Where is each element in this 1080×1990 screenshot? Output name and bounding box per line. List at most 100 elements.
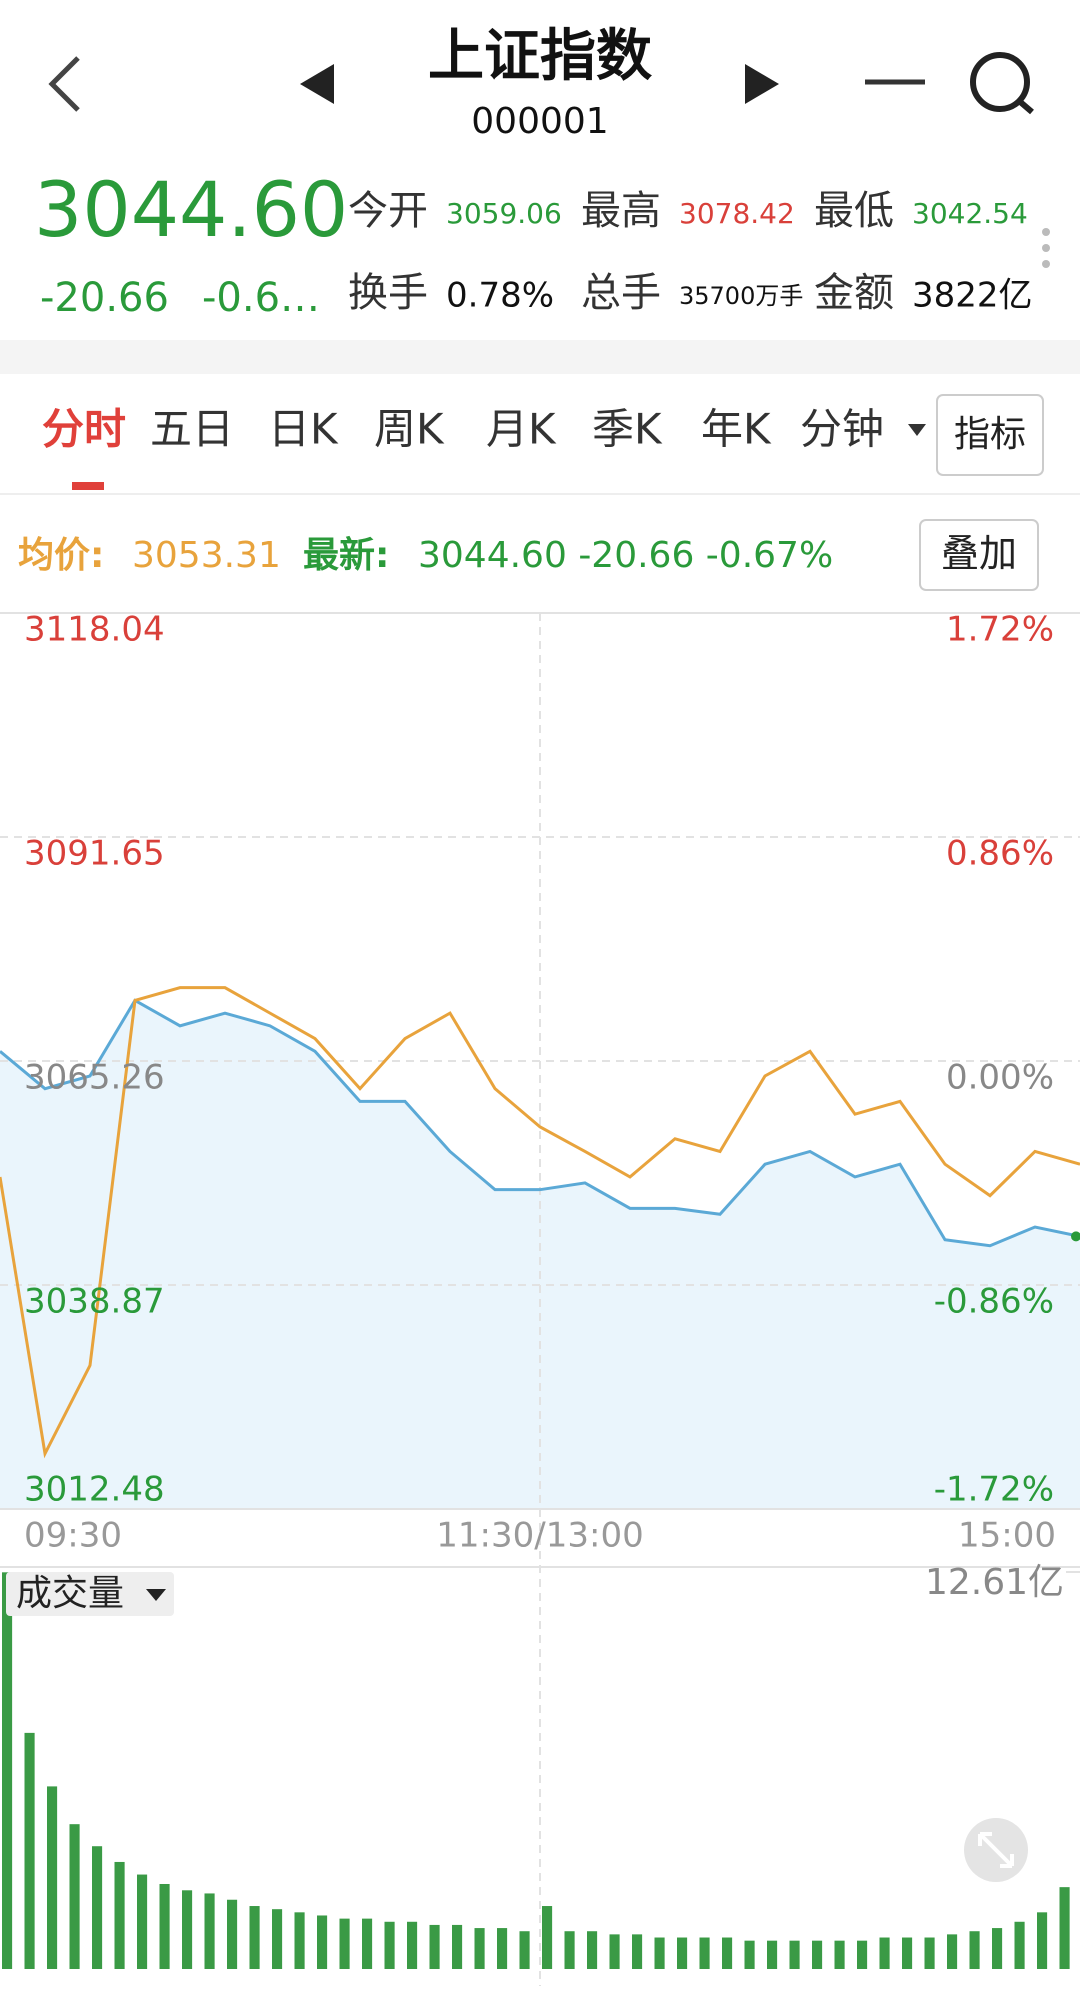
stat-value: 3078.42	[679, 197, 795, 230]
tab[interactable]: 分时	[42, 405, 126, 454]
volume-bar	[114, 1861, 125, 1969]
volume-bar	[857, 1940, 868, 1969]
y-tick-label: 3118.04	[24, 610, 165, 650]
price-line	[0, 998, 1080, 1248]
tab[interactable]: 周K	[374, 405, 445, 454]
stock-title: 上证指数	[428, 24, 652, 89]
stat-label: 最高	[581, 188, 661, 234]
y-tick-label: 3065.26	[24, 1058, 165, 1098]
stat-label: 换手	[348, 270, 428, 316]
tab[interactable]: 月K	[486, 405, 557, 454]
volume-bar	[24, 1732, 35, 1969]
stat-value: 3059.06	[446, 197, 562, 230]
change-pct: -0.6…	[202, 275, 320, 321]
volume-bar	[1059, 1887, 1070, 1969]
overlay-button-label: 叠加	[941, 532, 1017, 576]
y-tick-label: 3091.65	[24, 834, 165, 874]
overlay-button[interactable]	[919, 519, 1039, 591]
volume-chart: 12.61亿	[2, 1562, 1080, 1969]
price-area	[0, 1000, 1080, 1509]
volume-bar	[272, 1909, 283, 1969]
last-point	[1071, 1231, 1080, 1242]
y2-tick-label: 1.72%	[946, 610, 1054, 650]
volume-bar	[902, 1937, 913, 1969]
x-tick-label: 15:00	[958, 1516, 1056, 1556]
dropdown-icon	[146, 1589, 166, 1601]
next-icon[interactable]	[745, 64, 779, 104]
volume-title: 成交量	[16, 1573, 124, 1614]
volume-bar	[384, 1921, 395, 1969]
avg-line	[0, 986, 1080, 1459]
x-tick-label: 09:30	[24, 1516, 122, 1556]
volume-bar	[137, 1874, 148, 1969]
volume-selector[interactable]	[6, 1572, 174, 1616]
volume-bar	[249, 1906, 260, 1969]
avg-value: 3053.31	[132, 535, 281, 576]
search-icon[interactable]	[970, 52, 1030, 112]
indicator-button-label: 指标	[954, 414, 1026, 455]
volume-bar	[744, 1940, 755, 1969]
volume-bar	[362, 1918, 373, 1969]
volume-bar	[609, 1934, 620, 1969]
tab[interactable]: 季K	[592, 405, 663, 454]
tab[interactable]: 分钟	[800, 405, 884, 454]
tab-dropdown	[908, 424, 926, 436]
volume-bar	[879, 1937, 890, 1969]
tabs: 分时 五日 日K 周K 月K 季K 年K 分钟	[42, 405, 926, 454]
y-tick-label: 3038.87	[24, 1282, 165, 1322]
stat-value: 35700万手	[679, 282, 803, 310]
more-dot[interactable]	[1042, 244, 1050, 252]
volume-bar	[767, 1940, 778, 1969]
stat-label: 今开	[348, 188, 428, 234]
volume-bar	[812, 1940, 823, 1969]
volume-bar	[294, 1912, 305, 1969]
prev-icon[interactable]	[300, 64, 334, 104]
volume-bar	[632, 1934, 643, 1969]
stat-label: 金额	[814, 270, 894, 316]
volume-bar	[834, 1940, 845, 1969]
volume-bar	[1014, 1921, 1025, 1969]
volume-bar	[159, 1883, 170, 1969]
volume-bar	[452, 1924, 463, 1969]
price: 3044.60	[34, 165, 348, 254]
search-icon-handle	[1016, 97, 1034, 115]
more-dot[interactable]	[1042, 228, 1050, 236]
y2-tick-label: -1.72%	[934, 1470, 1054, 1510]
y2-tick-label: 0.00%	[946, 1058, 1054, 1098]
volume-bar	[69, 1824, 80, 1969]
volume-bar	[407, 1921, 418, 1969]
latest-label: 最新:	[303, 535, 389, 576]
back-icon[interactable]	[48, 56, 80, 112]
volume-bar	[1037, 1912, 1048, 1969]
volume-bar	[947, 1934, 958, 1969]
volume-bar	[542, 1906, 553, 1969]
stat-label: 总手	[581, 270, 661, 316]
volume-bar	[227, 1899, 238, 1969]
volume-bar	[497, 1928, 508, 1969]
stock-code: 000001	[471, 101, 608, 142]
latest-value: 3044.60 -20.66 -0.67%	[418, 535, 833, 576]
volume-bar	[2, 1572, 13, 1969]
tab[interactable]: 日K	[268, 405, 339, 454]
y2-tick-label: -0.86%	[934, 1282, 1054, 1322]
stat-value: 0.78%	[446, 276, 554, 316]
tab[interactable]: 年K	[701, 405, 772, 454]
volume-bar	[969, 1931, 980, 1969]
volume-bar	[317, 1915, 328, 1969]
volume-tick-label: 12.61亿	[925, 1562, 1064, 1603]
avg-label: 均价:	[18, 535, 104, 576]
price-chart: 09:30 11:30/13:00 15:00 3012.48 3038.87 3065.…	[0, 610, 1080, 1986]
stats: 今开 3059.06 最高 3078.42 最低 3042.54 换手 0.78% 总手 3570…	[348, 188, 1033, 316]
volume-bar	[47, 1786, 58, 1969]
volume-bar	[699, 1937, 710, 1969]
more-dot[interactable]	[1042, 260, 1050, 268]
tab[interactable]: 五日	[150, 405, 234, 454]
volume-bar	[92, 1846, 103, 1969]
volume-bar	[339, 1918, 350, 1969]
volume-bar	[587, 1931, 598, 1969]
indicator-button[interactable]	[936, 394, 1044, 476]
separator	[0, 340, 1080, 374]
volume-bar	[429, 1924, 440, 1969]
